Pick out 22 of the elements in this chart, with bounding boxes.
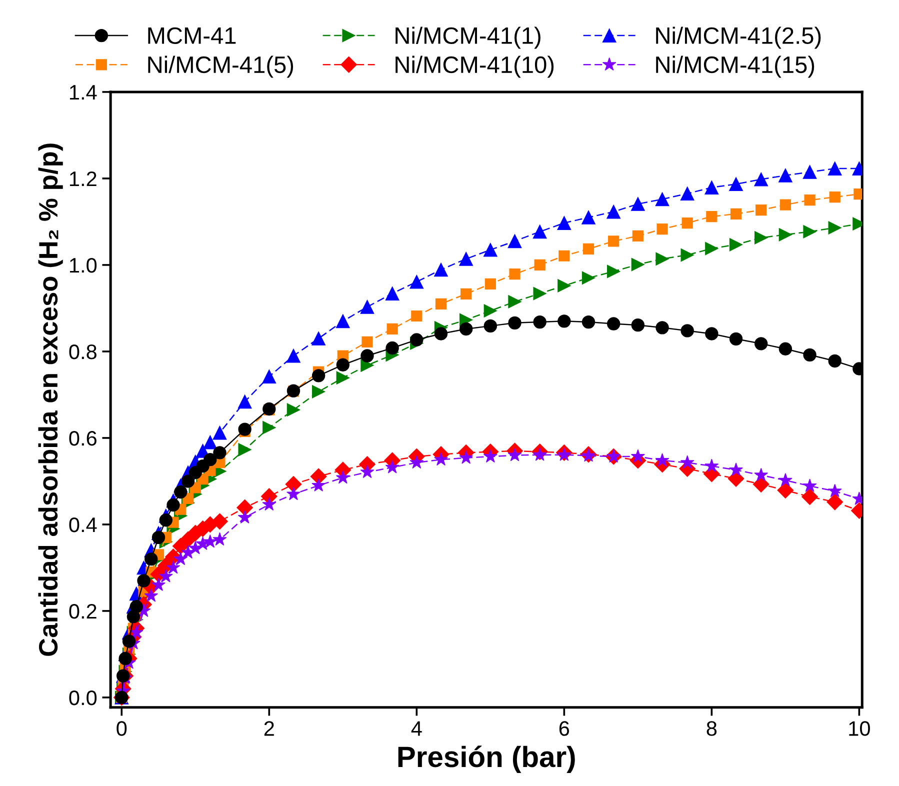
y-tick-label: 1.2 <box>70 171 96 186</box>
y-axis-title: Cantidad adsorbida en exceso (H₂ % p/p) <box>38 144 63 656</box>
x-tick-label: 6 <box>559 721 570 736</box>
x-tick-label: 4 <box>411 721 422 736</box>
x-tick-label: 10 <box>849 721 870 736</box>
y-tick-label: 0.6 <box>69 430 96 446</box>
x-tick-label: 2 <box>264 721 274 736</box>
y-tick-label: 1.4 <box>70 85 97 100</box>
legend-label: MCM-41 <box>148 27 236 44</box>
y-tick-label: 0.0 <box>69 690 97 706</box>
legend-label: Ni/MCM-41(2.5) <box>656 26 821 49</box>
legend-label: Ni/MCM-41(10) <box>396 56 554 78</box>
y-tick-label: 1.0 <box>70 258 97 273</box>
x-tick-label: 8 <box>706 721 717 736</box>
legend-label: Ni/MCM-41(1) <box>396 26 540 49</box>
legend-label: Ni/MCM-41(15) <box>656 56 814 78</box>
x-axis-title: Presión (bar) <box>398 746 575 774</box>
y-tick-label: 0.8 <box>69 344 96 360</box>
y-tick-label: 0.2 <box>69 604 96 619</box>
y-tick-label: 0.4 <box>69 517 97 532</box>
legend-label: Ni/MCM-41(5) <box>148 56 294 78</box>
x-tick-label: 0 <box>116 721 127 736</box>
